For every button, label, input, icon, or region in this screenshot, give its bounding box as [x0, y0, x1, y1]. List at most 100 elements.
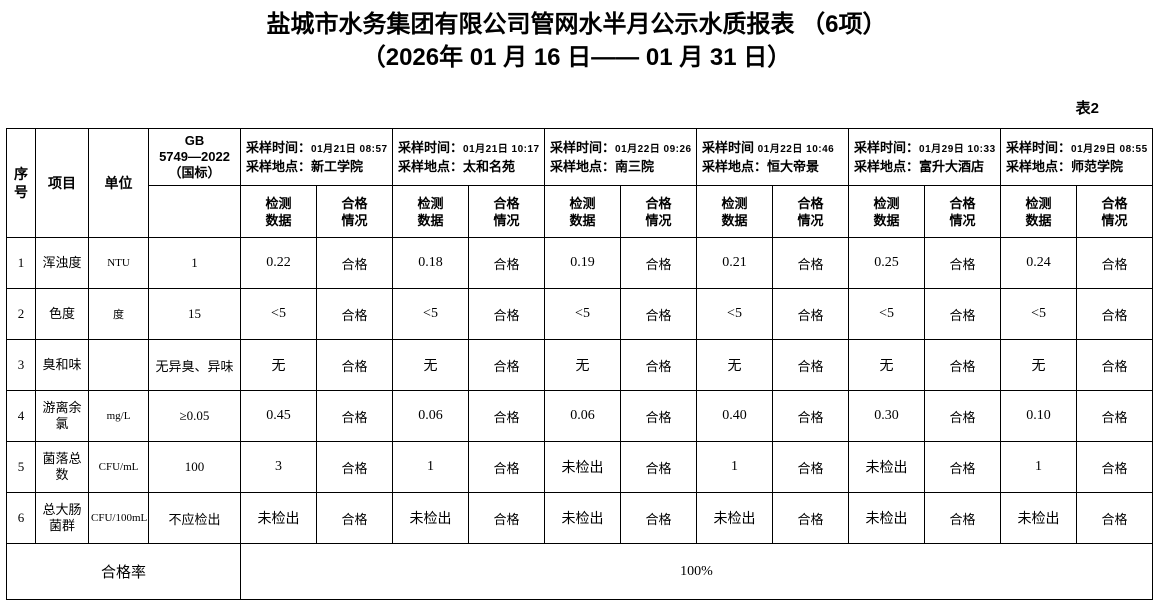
result-value-cell: 0.18: [392, 237, 469, 289]
item-cell: 总大肠菌群: [35, 492, 89, 544]
result-value-cell: 0.40: [696, 390, 773, 442]
sample-time-line: 采样时间：01月29日 10:33: [854, 139, 998, 158]
result-value-cell: 未检出: [1000, 492, 1078, 544]
col-header-qualified-status: 合格 情况: [771, 185, 850, 238]
result-value-cell: 未检出: [392, 492, 469, 544]
sample-time-label: 采样时间：: [398, 140, 464, 155]
sample-time-label: 采样时间：: [246, 140, 312, 155]
result-status-cell: 合格: [771, 339, 850, 391]
sample-time-value: 01月22日 09:26: [615, 144, 692, 155]
result-value-cell: 0.25: [848, 237, 926, 289]
result-status-cell: 合格: [468, 441, 545, 493]
item-cell: 臭和味: [35, 339, 89, 391]
col-header-detect-data: 检测 数据: [1000, 185, 1078, 238]
station-header-3: 采样时间：01月22日 09:26 采样地点：南三院: [544, 128, 697, 186]
seq-cell: 6: [6, 492, 36, 544]
result-status-cell: 合格: [620, 288, 697, 340]
result-status-cell: 合格: [924, 441, 1002, 493]
result-status-cell: 合格: [924, 288, 1002, 340]
unit-cell: mg/L: [88, 390, 149, 442]
result-status-cell: 合格: [620, 339, 697, 391]
sample-site-label: 采样地点：: [1006, 159, 1072, 174]
result-value-cell: <5: [240, 288, 317, 340]
col-header-qualified-status: 合格 情况: [316, 185, 393, 238]
result-status-cell: 合格: [1076, 441, 1153, 493]
result-value-cell: 0.45: [240, 390, 317, 442]
seq-cell: 2: [6, 288, 36, 340]
sample-site-line: 采样地点：富升大酒店: [854, 158, 998, 175]
unit-cell: CFU/100mL: [88, 492, 149, 544]
result-value-cell: 未检出: [544, 441, 621, 493]
result-value-cell: 0.06: [544, 390, 621, 442]
result-status-cell: 合格: [924, 339, 1002, 391]
seq-cell: 1: [6, 237, 36, 289]
table-row: 6 总大肠菌群 CFU/100mL 不应检出 未检出 合格 未检出 合格 未检出…: [6, 492, 1153, 544]
sample-time-value: 01月29日 08:55: [1071, 144, 1148, 155]
sample-site-line: 采样地点：恒大帝景: [702, 158, 846, 175]
header-row-stations: 序 号 项目 单位 GB 5749—2022 （国标） 采样时间：01月21日 …: [6, 128, 1153, 238]
result-status-cell: 合格: [468, 390, 545, 442]
sample-site-label: 采样地点：: [550, 159, 616, 174]
col-header-detect-data: 检测 数据: [544, 185, 621, 238]
result-status-cell: 合格: [316, 339, 393, 391]
col-header-seq: 序 号: [6, 128, 36, 238]
result-status-cell: 合格: [468, 237, 545, 289]
table-row: 4 游离余氯 mg/L ≥0.05 0.45 合格 0.06 合格 0.06 合…: [6, 390, 1153, 442]
col-header-unit: 单位: [88, 128, 149, 238]
result-value-cell: 0.21: [696, 237, 773, 289]
result-value-cell: 未检出: [848, 492, 926, 544]
sample-site-line: 采样地点：南三院: [550, 158, 694, 175]
result-status-cell: 合格: [316, 492, 393, 544]
result-status-cell: 合格: [1076, 339, 1153, 391]
table-row: 5 菌落总数 CFU/mL 100 3 合格 1 合格 未检出 合格 1 合格 …: [6, 441, 1153, 493]
result-status-cell: 合格: [771, 390, 850, 442]
col-header-detect-data: 检测 数据: [696, 185, 773, 238]
sample-time-line: 采样时间 01月22日 10:46: [702, 139, 846, 158]
result-value-cell: 0.06: [392, 390, 469, 442]
report-title-block: 盐城市水务集团有限公司管网水半月公示水质报表 （6项） （2026年 01 月 …: [0, 8, 1153, 74]
item-cell: 色度: [35, 288, 89, 340]
sample-site-value: 新工学院: [311, 159, 364, 174]
result-status-cell: 合格: [771, 237, 850, 289]
water-quality-table: 序 号 项目 单位 GB 5749—2022 （国标） 采样时间：01月21日 …: [6, 128, 1153, 600]
result-status-cell: 合格: [1076, 390, 1153, 442]
unit-cell: [88, 339, 149, 391]
result-value-cell: 无: [1000, 339, 1078, 391]
result-value-cell: 0.10: [1000, 390, 1078, 442]
sample-site-value: 师范学院: [1071, 159, 1124, 174]
sample-time-value: 01月22日 10:46: [757, 144, 835, 155]
result-value-cell: 无: [848, 339, 926, 391]
sample-time-label: 采样时间：: [550, 140, 616, 155]
result-status-cell: 合格: [1076, 237, 1153, 289]
col-header-detect-data: 检测 数据: [392, 185, 469, 238]
standard-cell: ≥0.05: [148, 390, 241, 442]
sample-time-label: 采样时间：: [854, 140, 920, 155]
col-header-qualified-status: 合格 情况: [468, 185, 545, 238]
col-header-standard: GB 5749—2022 （国标）: [148, 128, 241, 186]
sample-site-label: 采样地点：: [702, 159, 768, 174]
col-header-qualified-status: 合格 情况: [1076, 185, 1153, 238]
sample-site-line: 采样地点：新工学院: [246, 158, 390, 175]
report-date-range: （2026年 01 月 16 日—— 01 月 31 日）: [361, 44, 792, 71]
station-header-5: 采样时间：01月29日 10:33 采样地点：富升大酒店: [848, 128, 1002, 186]
result-status-cell: 合格: [620, 492, 697, 544]
result-status-cell: 合格: [620, 237, 697, 289]
standard-cell: 无异臭、异味: [148, 339, 241, 391]
station-header-2: 采样时间：01月21日 10:17 采样地点：太和名苑: [392, 128, 545, 186]
unit-cell: 度: [88, 288, 149, 340]
station-header-1: 采样时间：01月21日 08:57 采样地点：新工学院: [240, 128, 393, 186]
sample-site-line: 采样地点：太和名苑: [398, 158, 542, 175]
result-value-cell: 0.19: [544, 237, 621, 289]
sample-site-value: 南三院: [615, 159, 655, 174]
result-value-cell: 无: [240, 339, 317, 391]
result-value-cell: 无: [544, 339, 621, 391]
result-value-cell: 无: [392, 339, 469, 391]
standard-cell: 1: [148, 237, 241, 289]
sample-time-value: 01月21日 08:57: [311, 144, 388, 155]
item-cell: 浑浊度: [35, 237, 89, 289]
result-value-cell: 0.24: [1000, 237, 1078, 289]
result-value-cell: 3: [240, 441, 317, 493]
table-row: 3 臭和味 无异臭、异味 无 合格 无 合格 无 合格 无 合格 无 合格 无 …: [6, 339, 1153, 391]
standard-cell: 100: [148, 441, 241, 493]
